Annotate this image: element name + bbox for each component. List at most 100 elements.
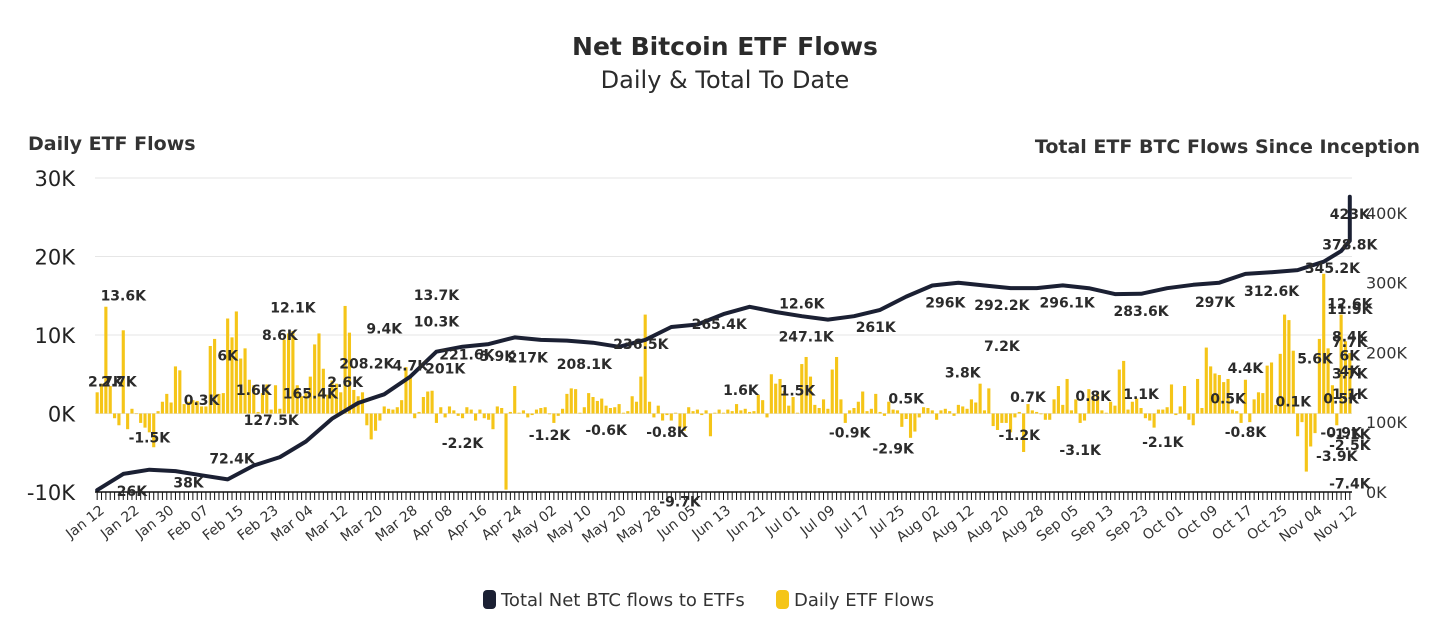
daily-flow-bar (1039, 413, 1043, 415)
daily-flow-bar (1004, 413, 1008, 423)
daily-flow-bar (621, 412, 626, 414)
daily-flow-bar (126, 413, 130, 430)
daily-flow-bar (739, 410, 743, 414)
data-label: 8.4K (1332, 330, 1369, 346)
data-label: 13.7K (414, 288, 461, 304)
daily-flow-bar (1109, 401, 1113, 414)
data-label: -1.1K (1329, 427, 1372, 443)
daily-flow-bar (748, 411, 752, 414)
daily-flow-bar (717, 409, 721, 414)
x-tick-label: Jul 09 (797, 503, 838, 540)
daily-flow-bar (891, 409, 895, 414)
data-label: 4.7K (393, 359, 430, 375)
daily-flow-bar (313, 344, 317, 414)
daily-flow-bar (678, 413, 682, 428)
daily-flow-bar (1191, 413, 1195, 426)
daily-flow-bar (217, 393, 221, 414)
daily-flow-bar (978, 383, 982, 414)
daily-flow-bar (108, 386, 112, 414)
data-label: 265.4K (692, 317, 748, 333)
legend-swatch-total (483, 590, 496, 609)
daily-flow-bar (1343, 341, 1348, 414)
daily-flow-bar (1300, 413, 1304, 423)
daily-flow-bar (160, 401, 164, 414)
daily-flow-bar (1283, 314, 1287, 414)
data-label: 247.1K (779, 330, 835, 346)
daily-flow-bar (826, 408, 830, 414)
daily-flow-bar (756, 394, 760, 414)
data-label: -0.9K (829, 426, 872, 442)
daily-flow-bar (1130, 401, 1134, 414)
daily-flow-bar (643, 314, 647, 414)
daily-flow-bar (1139, 408, 1143, 414)
daily-flow-bar (334, 383, 338, 414)
daily-flow-bar (478, 409, 482, 414)
daily-flow-bar (674, 412, 678, 414)
daily-flow-bar (791, 397, 795, 414)
x-tick-label: Jul 17 (832, 503, 873, 540)
daily-flow-bar (1200, 408, 1204, 414)
daily-flow-bar (239, 358, 243, 414)
daily-flow-bar (721, 412, 726, 414)
daily-flow-bar (1265, 365, 1269, 414)
data-label: -0.9K (1320, 426, 1363, 442)
daily-flow-bar (943, 408, 947, 414)
daily-flow-bar (1148, 413, 1152, 421)
data-label: 345.2K (1305, 261, 1361, 277)
daily-flow-bar (1082, 413, 1087, 421)
data-label: 8.6K (262, 328, 299, 344)
daily-flow-bar (900, 413, 904, 427)
daily-flow-bar (1278, 353, 1282, 414)
legend-swatch-daily (776, 590, 789, 609)
daily-flow-bar (421, 397, 425, 414)
daily-flow-bar (704, 410, 708, 414)
y-right-tick-label: 100K (1366, 413, 1408, 432)
daily-flow-bar (1309, 413, 1313, 447)
daily-flow-bar (865, 411, 869, 414)
data-label: 208.2K (339, 357, 395, 373)
daily-flow-bar (769, 374, 773, 414)
daily-flow-bar (1217, 375, 1221, 414)
data-label: -2.2K (442, 436, 485, 452)
daily-flow-bar (156, 411, 160, 414)
y-left-tick-label: -10K (27, 481, 76, 505)
daily-flow-bar (434, 413, 438, 423)
data-label: 0.8K (1075, 389, 1112, 405)
daily-flow-bar (1296, 413, 1300, 437)
daily-flow-bar (243, 348, 247, 414)
daily-flow-bar (913, 413, 917, 432)
daily-flow-bar (730, 411, 734, 414)
daily-flow-bar (282, 339, 286, 414)
daily-flow-bar (465, 407, 469, 414)
daily-flow-bar (500, 408, 504, 414)
daily-flow-bar (1317, 338, 1321, 414)
daily-flow-bar (808, 376, 813, 414)
daily-flow-bar (1030, 410, 1034, 414)
daily-flow-bar (830, 369, 834, 414)
daily-flow-bar (1000, 413, 1004, 423)
data-label: 13.6K (101, 289, 148, 305)
data-label: 296.1K (1040, 295, 1096, 311)
total-flow-line-layer (95, 194, 1352, 493)
daily-flow-bar (213, 338, 217, 414)
daily-flow-bar (273, 385, 278, 414)
daily-flow-bar (226, 318, 230, 414)
daily-flow-bar (482, 413, 486, 419)
data-label: 221.6K (439, 347, 495, 363)
daily-flow-bar (1048, 413, 1052, 420)
y-left-tick-label: 30K (35, 167, 77, 191)
daily-flow-bar (695, 409, 699, 414)
daily-flow-bar (1156, 409, 1161, 414)
daily-flow-bar (561, 408, 565, 414)
data-label: 38K (173, 475, 204, 491)
data-label: 0.3K (184, 393, 221, 409)
daily-flow-bar (848, 410, 852, 414)
daily-flow-bar (743, 408, 747, 414)
daily-flow-bar (1061, 404, 1065, 414)
data-label: 11.9K (1327, 302, 1374, 318)
daily-flow-bar (1182, 386, 1187, 414)
data-label: 0.1K (1275, 395, 1312, 411)
daily-flow-bar (513, 386, 517, 414)
daily-flow-bar (948, 411, 952, 414)
data-label: 1.6K (723, 383, 760, 399)
